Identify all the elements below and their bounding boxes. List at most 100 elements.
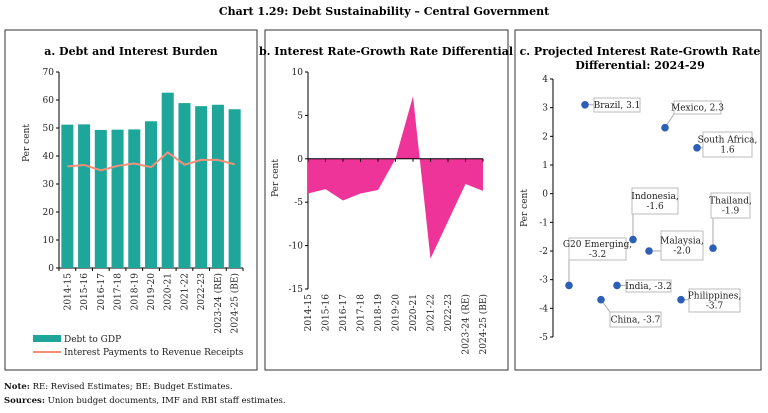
- note: Note: RE: Revised Estimates; BE: Budget …: [4, 382, 233, 392]
- panel-b-y-tick-label: -15: [289, 285, 304, 295]
- callout-box: [688, 288, 741, 313]
- debt-to-gdp-bar: [228, 109, 241, 269]
- panel-c-y-tick-label: -3: [539, 276, 548, 286]
- panel-a-frame: [4, 29, 258, 371]
- point-label: Brazil, 3.1: [594, 101, 641, 111]
- point-label: Malaysia,: [660, 237, 704, 247]
- scatter-point: [693, 144, 701, 152]
- panel-b-y-axis-label: Per cent: [271, 159, 281, 197]
- point-label: China, -3.7: [611, 316, 661, 326]
- point-label-value: 1.6: [720, 146, 735, 156]
- panel-a-x-tick-label: 2019-20: [147, 273, 157, 311]
- scatter-point: [661, 123, 669, 132]
- note-text: RE: Revised Estimates; BE: Budget Estima…: [29, 382, 233, 392]
- callout-box: [593, 97, 641, 113]
- point-label: South Africa,: [698, 136, 758, 146]
- panel-b-y-tick-label: 0: [297, 155, 303, 165]
- interest-payments-line: [67, 151, 235, 172]
- callout-box: [710, 192, 751, 219]
- panel-a-y-axis-label: Per cent: [22, 124, 32, 162]
- panel-a-y-tick-label: 40: [43, 152, 55, 162]
- panel-c-y-tick-label: 3: [542, 104, 548, 114]
- legend-debt-label: Debt to GDP: [64, 335, 121, 345]
- panel-b-y-tick-label: 10: [292, 68, 304, 78]
- debt-to-gdp-bar: [61, 124, 74, 268]
- point-label-value: -3.2: [589, 250, 606, 260]
- panel-b-x-tick-label: 2015-16: [322, 294, 332, 332]
- panel-a-y-tick-label: 70: [43, 68, 55, 78]
- sources: Sources: Union budget documents, IMF and…: [4, 396, 286, 406]
- differential-area: [308, 96, 483, 259]
- panel-c-y-tick-label: -5: [539, 333, 548, 343]
- scatter-point: [613, 281, 621, 290]
- point-label: G20 Emerging,: [563, 240, 632, 250]
- panel-a-x-tick-label: 2023-24 (RE): [213, 273, 224, 334]
- panel-a-x-tick-label: 2024-25 (BE): [230, 273, 241, 333]
- point-label-value: -3.7: [706, 302, 724, 312]
- panel-b-x-tick-label: 2020-21: [409, 294, 419, 331]
- panel-b-y-tick-label: -5: [294, 198, 303, 208]
- panel-b-x-tick-label: 2023-24 (RE): [461, 294, 472, 355]
- panel-b-x-tick-label: 2024-25 (BE): [478, 294, 489, 354]
- panel-a-y-tick-label: 20: [43, 208, 55, 218]
- panel-a-x-tick-label: 2016-17: [97, 273, 107, 311]
- note-label: Note:: [4, 382, 30, 392]
- callout-box: [673, 100, 722, 115]
- panel-b-y-tick-label: 5: [297, 111, 303, 121]
- panel-a-y-tick-label: 50: [43, 124, 55, 134]
- sources-label: Sources:: [4, 396, 45, 406]
- panel-a-y-tick-label: 30: [43, 180, 55, 190]
- debt-to-gdp-bar: [144, 121, 158, 268]
- debt-to-gdp-bar: [178, 103, 191, 268]
- panel-b-x-tick-label: 2014-15: [304, 294, 314, 332]
- panel-b-frame: [264, 29, 509, 371]
- debt-to-gdp-bar: [211, 104, 224, 268]
- panel-b-x-tick-label: 2022-23: [444, 294, 454, 332]
- debt-to-gdp-bar: [195, 106, 208, 268]
- debt-to-gdp-bar: [161, 92, 174, 268]
- callout-box: [660, 230, 704, 261]
- panel-a-x-tick-label: 2021-22: [180, 273, 190, 310]
- panel-c-frame: [514, 29, 762, 371]
- main-title: Chart 1.29: Debt Sustainability – Centra…: [219, 5, 550, 18]
- callout-box: [702, 131, 753, 158]
- callout-box: [609, 311, 662, 328]
- scatter-point: [629, 235, 637, 244]
- panel-a-x-tick-label: 2022-23: [197, 273, 207, 311]
- debt-to-gdp-bar: [94, 129, 107, 268]
- panel-b-x-tick-label: 2017-18: [357, 294, 367, 332]
- point-label: Mexico, 2.3: [671, 104, 724, 114]
- panel-b-x-tick-label: 2016-17: [339, 294, 349, 332]
- debt-to-gdp-bar: [78, 124, 91, 268]
- panel-b-y-tick-label: -10: [289, 242, 304, 252]
- point-label: India, -3.2: [625, 282, 671, 292]
- callout-box: [631, 187, 679, 215]
- point-label: Indonesia,: [631, 192, 678, 202]
- panel-c-y-tick-label: -4: [539, 304, 548, 314]
- legend-debt-swatch: [33, 335, 61, 342]
- panel-c-title-line2: Differential: 2024-29: [575, 59, 704, 72]
- scatter-point: [597, 295, 605, 304]
- panel-b-x-tick-label: 2021-22: [427, 294, 437, 331]
- callout-box: [568, 237, 627, 261]
- scatter-point: [677, 295, 685, 304]
- panel-c-title: c. Projected Interest Rate-Growth Rate: [520, 45, 761, 58]
- panel-a-y-tick-label: 60: [43, 96, 55, 106]
- sources-text: Union budget documents, IMF and RBI staf…: [44, 396, 286, 406]
- panel-c-y-tick-label: 1: [542, 161, 548, 171]
- panel-c-y-tick-label: 2: [542, 132, 548, 142]
- panel-a-y-tick-label: 0: [48, 264, 54, 274]
- panel-c-y-tick-label: -1: [539, 218, 548, 228]
- legend-interest-label: Interest Payments to Revenue Receipts: [64, 348, 244, 358]
- panel-a-x-tick-label: 2014-15: [63, 273, 73, 311]
- panel-b-x-tick-label: 2019-20: [392, 294, 402, 332]
- panel-a-x-tick-label: 2018-19: [130, 273, 140, 311]
- panel-c-y-axis-label: Per cent: [520, 189, 530, 227]
- debt-to-gdp-bar: [111, 129, 124, 268]
- point-label-value: -1.6: [646, 202, 664, 212]
- scatter-point: [581, 101, 589, 109]
- callout-box: [625, 279, 672, 293]
- panel-c-y-tick-label: -2: [539, 247, 548, 257]
